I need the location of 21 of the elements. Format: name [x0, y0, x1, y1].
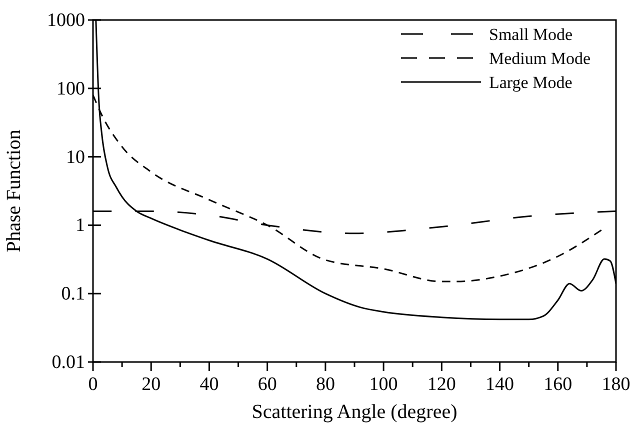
y-tick-label: 1000	[47, 10, 85, 31]
y-tick-label: 0.1	[61, 284, 85, 305]
legend-label: Medium Mode	[489, 49, 591, 68]
x-tick-label: 80	[316, 374, 335, 395]
x-tick-label: 0	[88, 374, 98, 395]
y-tick-label: 10	[66, 146, 85, 168]
x-tick-label: 180	[602, 374, 630, 395]
x-tick-label: 60	[258, 374, 277, 395]
y-tick-label: 1	[76, 215, 85, 236]
x-tick-label: 160	[544, 374, 572, 395]
legend-label: Small Mode	[489, 25, 573, 44]
x-tick-label: 140	[486, 374, 514, 395]
y-tick-label: 100	[56, 78, 85, 100]
y-axis-title: Phase Function	[3, 130, 25, 252]
x-tick-label: 40	[200, 374, 219, 395]
x-tick-label: 100	[369, 374, 398, 395]
legend-label: Large Mode	[489, 73, 572, 92]
x-tick-label: 20	[142, 374, 161, 395]
x-tick-label: 120	[427, 374, 456, 395]
y-tick-label: 0.01	[52, 352, 85, 373]
x-axis-title: Scattering Angle (degree)	[252, 401, 458, 423]
